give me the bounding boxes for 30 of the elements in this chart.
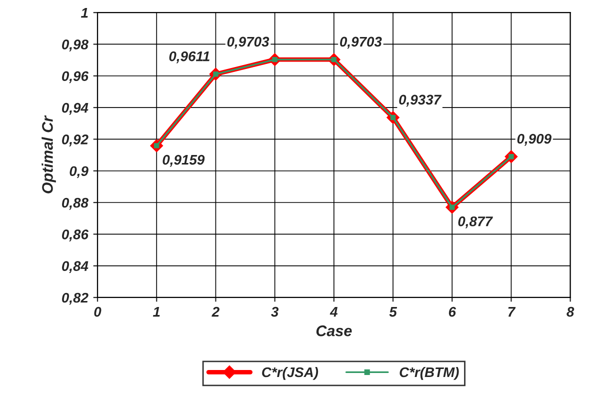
x-tick-label: 0 xyxy=(94,306,102,317)
x-axis-title: Case xyxy=(316,325,352,336)
y-tick-label: 0,92 xyxy=(62,134,88,146)
x-tick-label: 2 xyxy=(212,306,220,317)
legend-label: C*r(BTM) xyxy=(400,366,459,380)
data-label: 0,9703 xyxy=(227,36,270,49)
data-label: 0,909 xyxy=(517,134,552,146)
x-tick-label: 6 xyxy=(448,306,456,317)
x-tick-label: 5 xyxy=(389,307,398,317)
y-tick-label: 0,84 xyxy=(62,261,88,274)
y-tick-label: 1 xyxy=(80,8,88,18)
y-tick-label: 0,94 xyxy=(62,102,88,115)
legend-label: C*r(JSA) xyxy=(262,366,318,380)
x-tick-label: 8 xyxy=(566,306,574,317)
y-tick-label: 0,86 xyxy=(62,230,89,242)
data-label: 0,9611 xyxy=(169,51,210,64)
y-tick-label: 0,82 xyxy=(62,292,88,305)
y-axis-title: Optimal Cr xyxy=(42,115,56,194)
data-label: 0,9703 xyxy=(340,36,382,49)
data-label: 0,9159 xyxy=(162,154,205,167)
y-tick-label: 0,98 xyxy=(62,40,88,52)
x-tick-label: 7 xyxy=(508,307,516,317)
x-tick-label: 1 xyxy=(152,307,160,317)
data-label: 0,9337 xyxy=(399,94,442,107)
y-tick-label: 0,9 xyxy=(70,166,88,178)
y-tick-label: 0,88 xyxy=(62,198,88,210)
x-tick-label: 4 xyxy=(330,307,338,317)
data-label: 0,877 xyxy=(458,216,493,228)
x-tick-label: 3 xyxy=(271,306,279,317)
y-tick-label: 0,96 xyxy=(62,71,89,84)
